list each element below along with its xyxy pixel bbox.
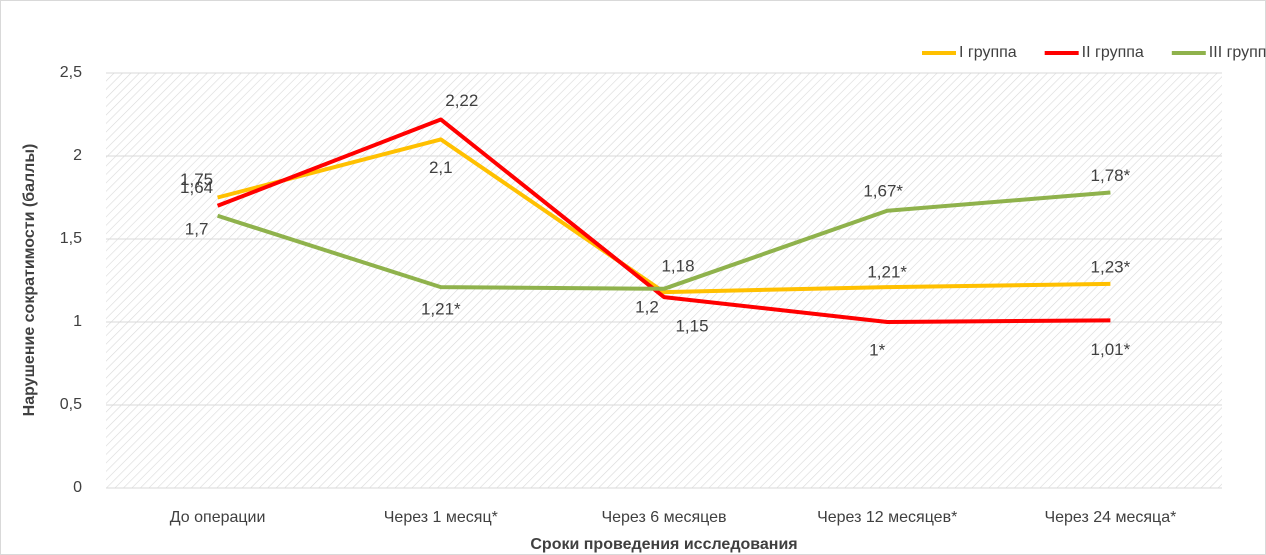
- data-label: 1,23*: [1091, 257, 1131, 276]
- x-tick-label: Через 12 месяцев*: [817, 509, 957, 526]
- x-axis-title: Сроки проведения исследования: [530, 536, 797, 553]
- data-label: 1,75: [180, 170, 213, 189]
- y-tick-label: 2: [73, 147, 82, 164]
- x-tick-label: Через 1 месяц*: [384, 509, 498, 526]
- x-tick-label: До операции: [170, 509, 266, 526]
- data-label: 1,18: [661, 257, 694, 276]
- y-tick-label: 0: [73, 479, 82, 496]
- y-tick-label: 2,5: [60, 64, 82, 81]
- legend-label: III группа: [1209, 44, 1266, 61]
- y-axis-title: Нарушение сократимости (баллы): [21, 144, 38, 417]
- y-tick-label: 0,5: [60, 396, 82, 413]
- data-label: 2,1: [429, 158, 453, 177]
- data-label: 1,21*: [421, 300, 461, 319]
- data-label: 1,2: [635, 297, 659, 316]
- legend-label: I группа: [959, 44, 1017, 61]
- data-label: 1,78*: [1091, 166, 1131, 185]
- y-tick-label: 1,5: [60, 230, 82, 247]
- x-tick-label: Через 24 месяца*: [1044, 509, 1176, 526]
- series-line: [217, 137, 1111, 295]
- series-line: [216, 190, 1111, 291]
- data-label: 1*: [869, 340, 885, 359]
- data-label: 1,21*: [867, 263, 907, 282]
- plot-area: [106, 73, 1222, 488]
- data-label: 1,01*: [1091, 340, 1131, 359]
- data-label: 1,7: [185, 219, 209, 238]
- x-tick-label: Через 6 месяцев: [601, 509, 726, 526]
- data-label: 1,67*: [863, 181, 903, 200]
- series-line: [216, 117, 1111, 324]
- data-label: 1,15: [675, 317, 708, 336]
- legend-label: II группа: [1082, 44, 1144, 61]
- data-label: 1,64: [180, 178, 213, 197]
- data-label: 2,22: [445, 91, 478, 110]
- y-tick-label: 1: [73, 313, 82, 330]
